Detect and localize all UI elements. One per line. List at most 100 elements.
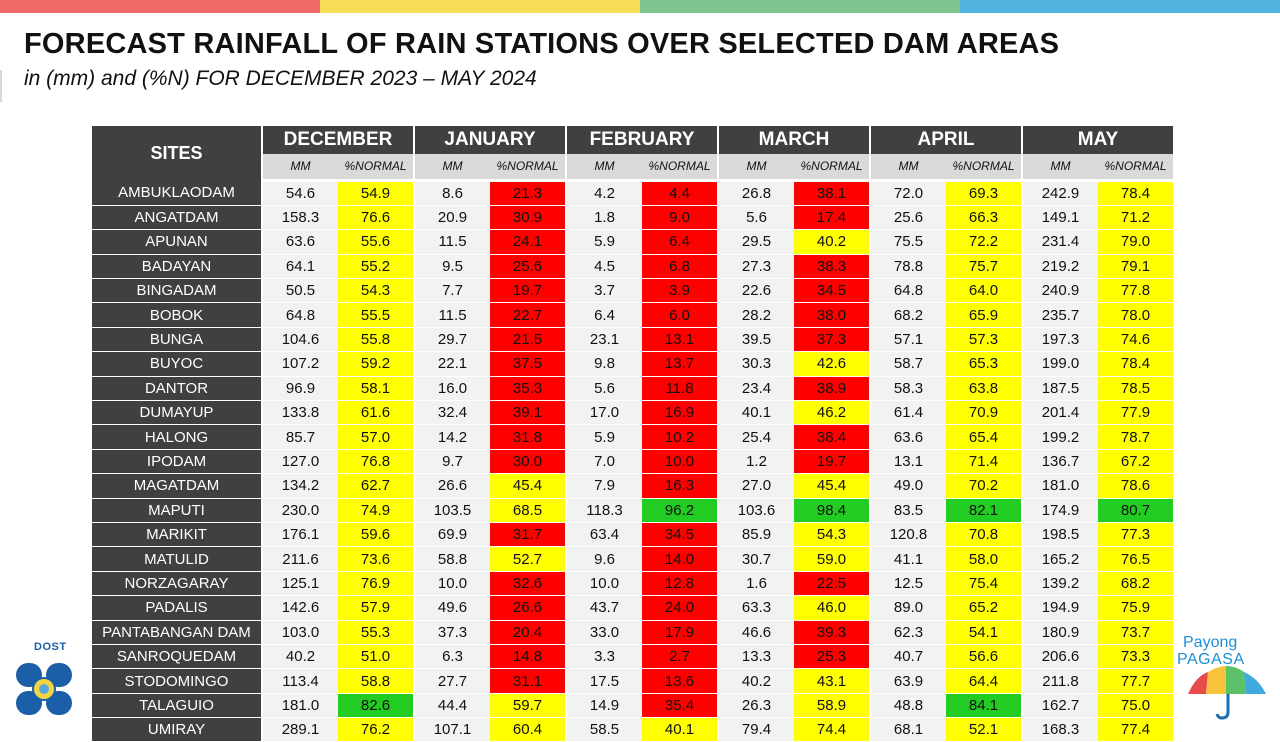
percent-normal-cell: 79.1 bbox=[1098, 254, 1175, 280]
table-row: BUNGA 104.6 55.8 29.7 21.5 23.1 13.1 39.5 37.3 57… bbox=[92, 327, 1175, 353]
table-row: HALONG 85.7 57.0 14.2 31.8 5.9 10.2 25.4 38.4 63.… bbox=[92, 424, 1175, 450]
site-name-cell: AMBUKLAODAM bbox=[92, 180, 263, 206]
mm-cell: 30.3 bbox=[718, 351, 794, 377]
percent-normal-cell: 55.5 bbox=[338, 302, 415, 328]
top-color-bar bbox=[0, 0, 1280, 13]
percent-normal-cell: 20.4 bbox=[490, 620, 567, 645]
percent-normal-cell: 65.3 bbox=[946, 351, 1023, 377]
mm-cell: 5.9 bbox=[566, 229, 642, 255]
percent-normal-cell: 70.8 bbox=[946, 522, 1023, 548]
percent-normal-cell: 76.2 bbox=[338, 717, 415, 742]
page-title: FORECAST RAINFALL OF RAIN STATIONS OVER … bbox=[24, 28, 1060, 60]
side-divider bbox=[0, 70, 2, 102]
percent-normal-cell: 55.2 bbox=[338, 254, 415, 280]
percent-normal-cell: 75.7 bbox=[946, 254, 1023, 280]
percent-normal-cell: 70.9 bbox=[946, 400, 1023, 426]
mm-cell: 48.8 bbox=[870, 693, 946, 719]
mm-cell: 46.6 bbox=[718, 620, 794, 645]
normal-subheader: %NORMAL bbox=[338, 154, 415, 182]
mm-cell: 17.0 bbox=[566, 400, 642, 426]
percent-normal-cell: 42.6 bbox=[794, 351, 871, 377]
percent-normal-cell: 54.1 bbox=[946, 620, 1023, 645]
percent-normal-cell: 25.3 bbox=[794, 644, 871, 670]
mm-cell: 3.7 bbox=[566, 278, 642, 304]
percent-normal-cell: 71.2 bbox=[1098, 205, 1175, 231]
mm-cell: 9.6 bbox=[566, 546, 642, 572]
percent-normal-cell: 13.1 bbox=[642, 327, 719, 353]
percent-normal-cell: 19.7 bbox=[794, 449, 871, 475]
site-name-cell: HALONG bbox=[92, 424, 263, 450]
mm-cell: 64.8 bbox=[870, 278, 946, 304]
percent-normal-cell: 75.9 bbox=[1098, 595, 1175, 621]
percent-normal-cell: 57.3 bbox=[946, 327, 1023, 353]
mm-cell: 3.3 bbox=[566, 644, 642, 670]
percent-normal-cell: 59.7 bbox=[490, 693, 567, 719]
percent-normal-cell: 78.5 bbox=[1098, 376, 1175, 402]
percent-normal-cell: 34.5 bbox=[642, 522, 719, 548]
percent-normal-cell: 65.2 bbox=[946, 595, 1023, 621]
percent-normal-cell: 32.6 bbox=[490, 571, 567, 597]
percent-normal-cell: 52.7 bbox=[490, 546, 567, 572]
site-name-cell: MARIKIT bbox=[92, 522, 263, 548]
mm-subheader: MM bbox=[1022, 154, 1098, 182]
mm-cell: 103.5 bbox=[414, 498, 490, 523]
site-name-cell: BUYOC bbox=[92, 351, 263, 377]
percent-normal-cell: 17.4 bbox=[794, 205, 871, 231]
percent-normal-cell: 10.0 bbox=[642, 449, 719, 475]
table-row: MAGATDAM 134.2 62.7 26.6 45.4 7.9 16.3 27.0 45.4… bbox=[92, 473, 1175, 499]
mm-cell: 13.3 bbox=[718, 644, 794, 670]
percent-normal-cell: 45.4 bbox=[490, 473, 567, 499]
percent-normal-cell: 84.1 bbox=[946, 693, 1023, 719]
percent-normal-cell: 77.4 bbox=[1098, 717, 1175, 742]
percent-normal-cell: 78.6 bbox=[1098, 473, 1175, 499]
site-name-cell: MATULID bbox=[92, 546, 263, 572]
percent-normal-cell: 26.6 bbox=[490, 595, 567, 621]
percent-normal-cell: 30.9 bbox=[490, 205, 567, 231]
mm-cell: 219.2 bbox=[1022, 254, 1098, 280]
table-row: MAPUTI 230.0 74.9 103.5 68.5 118.3 96.2 103.6 98… bbox=[92, 498, 1175, 523]
percent-normal-cell: 76.6 bbox=[338, 205, 415, 231]
mm-cell: 211.6 bbox=[262, 546, 338, 572]
percent-normal-cell: 17.9 bbox=[642, 620, 719, 645]
site-name-cell: DANTOR bbox=[92, 376, 263, 402]
percent-normal-cell: 21.3 bbox=[490, 180, 567, 206]
mm-cell: 37.3 bbox=[414, 620, 490, 645]
dost-logo-text: DOST bbox=[34, 641, 67, 653]
percent-normal-cell: 65.9 bbox=[946, 302, 1023, 328]
mm-cell: 230.0 bbox=[262, 498, 338, 523]
mm-cell: 78.8 bbox=[870, 254, 946, 280]
percent-normal-cell: 82.6 bbox=[338, 693, 415, 719]
mm-cell: 40.2 bbox=[262, 644, 338, 670]
mm-cell: 240.9 bbox=[1022, 278, 1098, 304]
mm-cell: 103.6 bbox=[718, 498, 794, 523]
mm-cell: 39.5 bbox=[718, 327, 794, 353]
mm-subheader: MM bbox=[414, 154, 490, 182]
percent-normal-cell: 38.1 bbox=[794, 180, 871, 206]
mm-cell: 50.5 bbox=[262, 278, 338, 304]
mm-cell: 7.9 bbox=[566, 473, 642, 499]
mm-cell: 5.6 bbox=[566, 376, 642, 402]
month-header-row: SITES DECEMBER JANUARY FEBRUARY MARCH APRIL M… bbox=[92, 126, 1175, 180]
percent-normal-cell: 30.0 bbox=[490, 449, 567, 475]
percent-normal-cell: 40.2 bbox=[794, 229, 871, 255]
percent-normal-cell: 64.0 bbox=[946, 278, 1023, 304]
mm-cell: 16.0 bbox=[414, 376, 490, 402]
percent-normal-cell: 82.1 bbox=[946, 498, 1023, 523]
mm-cell: 54.6 bbox=[262, 180, 338, 206]
percent-normal-cell: 9.0 bbox=[642, 205, 719, 231]
mm-cell: 25.6 bbox=[870, 205, 946, 231]
mm-cell: 27.0 bbox=[718, 473, 794, 499]
percent-normal-cell: 60.4 bbox=[490, 717, 567, 742]
mm-cell: 199.2 bbox=[1022, 424, 1098, 450]
mm-cell: 40.2 bbox=[718, 668, 794, 694]
mm-subheader: MM bbox=[262, 154, 338, 182]
site-name-cell: SANROQUEDAM bbox=[92, 644, 263, 670]
mm-cell: 58.5 bbox=[566, 717, 642, 742]
mm-cell: 10.0 bbox=[414, 571, 490, 597]
percent-normal-cell: 58.9 bbox=[794, 693, 871, 719]
table-row: PANTABANGAN DAM 103.0 55.3 37.3 20.4 33.0 17.9… bbox=[92, 620, 1175, 645]
table-row: UMIRAY 289.1 76.2 107.1 60.4 58.5 40.1 79.4 74.4… bbox=[92, 717, 1175, 742]
mm-cell: 41.1 bbox=[870, 546, 946, 572]
mm-cell: 63.6 bbox=[262, 229, 338, 255]
unit-header-row: MM %NORMAL MM %NORMAL MM %NORMAL MM %NORMAL MM %N… bbox=[92, 154, 1175, 182]
